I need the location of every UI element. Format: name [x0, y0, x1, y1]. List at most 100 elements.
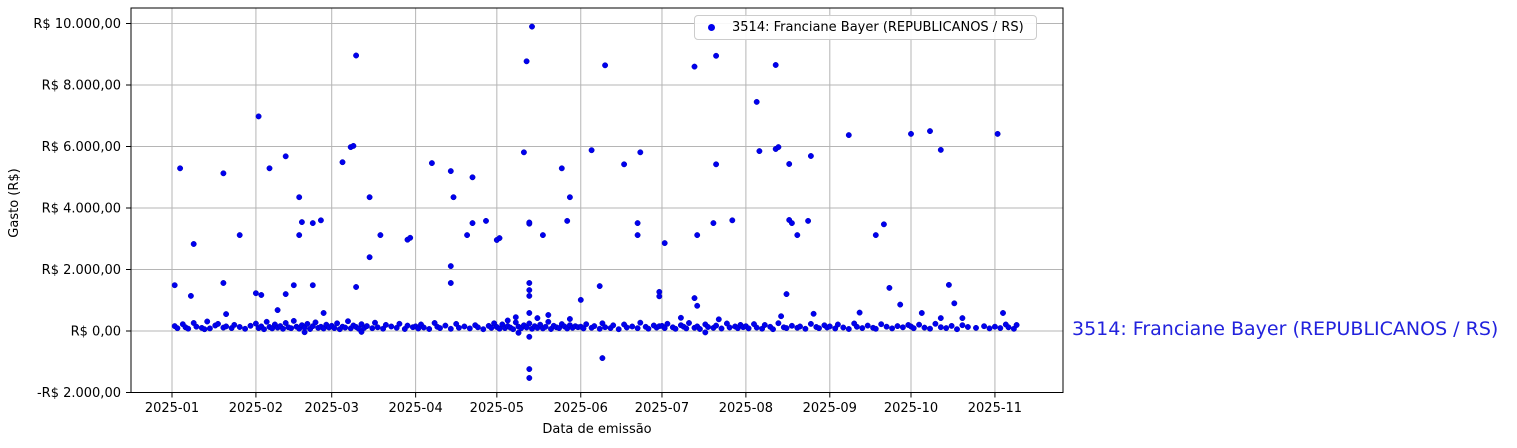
- y-tick-label: R$ 10.000,00: [33, 17, 121, 32]
- data-point: [201, 326, 208, 333]
- x-tick-label: 2025-02: [229, 401, 283, 416]
- data-point: [994, 130, 1001, 137]
- y-tick-label: R$ 6.000,00: [42, 140, 121, 155]
- data-point: [282, 320, 289, 326]
- data-point: [512, 319, 519, 326]
- data-point: [726, 324, 733, 331]
- data-point: [856, 309, 863, 316]
- data-point: [845, 132, 852, 139]
- data-point: [193, 323, 200, 330]
- data-point: [280, 325, 286, 332]
- data-point: [772, 62, 779, 68]
- data-point: [185, 325, 192, 332]
- data-point: [661, 325, 668, 332]
- data-point: [369, 325, 376, 332]
- data-point: [350, 142, 357, 149]
- data-point: [320, 310, 327, 316]
- data-point: [661, 240, 668, 247]
- data-point: [372, 319, 378, 326]
- data-point: [927, 128, 933, 135]
- data-point: [991, 323, 998, 330]
- data-point: [420, 324, 427, 331]
- x-tick-label: 2025-07: [635, 401, 689, 416]
- data-point: [261, 326, 267, 333]
- data-point: [770, 326, 776, 333]
- data-point: [374, 324, 381, 331]
- data-point: [894, 323, 901, 330]
- data-point: [190, 241, 197, 247]
- data-point: [339, 159, 346, 166]
- data-point: [317, 217, 324, 224]
- data-point: [171, 282, 178, 289]
- data-point: [396, 320, 403, 327]
- data-point: [377, 232, 384, 239]
- series-side-label[interactable]: 3514: Franciane Bayer (REPUBLICANOS / RS…: [1072, 318, 1499, 340]
- data-point: [545, 318, 552, 325]
- data-point: [510, 326, 517, 333]
- data-point: [469, 220, 476, 227]
- data-point: [878, 321, 885, 328]
- x-tick-label: 2025-05: [470, 401, 524, 416]
- data-point: [715, 316, 722, 323]
- data-point: [223, 323, 230, 330]
- data-point: [981, 323, 988, 330]
- data-point: [523, 324, 530, 331]
- data-point: [634, 325, 641, 332]
- data-point: [910, 325, 917, 332]
- data-point: [908, 130, 914, 137]
- data-point: [526, 219, 533, 226]
- data-point: [964, 324, 971, 330]
- data-point: [469, 174, 476, 181]
- data-point: [951, 300, 958, 307]
- data-point: [872, 232, 879, 239]
- data-point: [634, 232, 641, 239]
- data-point: [816, 325, 822, 332]
- data-point: [672, 325, 679, 332]
- data-point: [927, 325, 933, 332]
- data-point: [588, 147, 595, 154]
- x-tick-label: 2025-10: [884, 401, 938, 416]
- data-point: [382, 321, 389, 328]
- data-point: [713, 52, 720, 59]
- data-point: [296, 194, 303, 201]
- data-point: [539, 232, 546, 239]
- data-point: [363, 323, 370, 330]
- data-point: [331, 325, 338, 332]
- data-point: [937, 324, 944, 331]
- data-point: [621, 161, 628, 168]
- data-point: [312, 319, 319, 326]
- data-point: [529, 23, 535, 30]
- data-point: [710, 220, 717, 227]
- data-point: [954, 326, 960, 333]
- data-point: [258, 292, 265, 298]
- data-point: [853, 323, 860, 330]
- x-tick-label: 2025-08: [719, 401, 773, 416]
- data-point: [610, 322, 617, 329]
- data-point: [358, 328, 365, 335]
- data-point: [174, 325, 181, 332]
- data-point: [864, 322, 871, 329]
- data-point: [948, 322, 955, 329]
- data-point: [309, 282, 316, 289]
- data-point: [756, 148, 763, 155]
- data-point: [973, 324, 979, 331]
- data-point: [206, 325, 213, 332]
- data-point: [807, 153, 814, 159]
- data-point: [415, 325, 422, 332]
- data-point: [602, 324, 609, 331]
- data-point: [304, 320, 311, 327]
- data-point: [566, 316, 573, 322]
- data-point: [215, 320, 221, 327]
- data-point: [778, 313, 785, 320]
- data-point: [450, 194, 457, 201]
- data-point: [596, 283, 603, 290]
- data-point: [691, 295, 698, 302]
- data-point: [637, 149, 644, 156]
- data-point: [832, 325, 839, 332]
- x-tick-label: 2025-04: [388, 401, 442, 416]
- data-point: [342, 324, 349, 331]
- data-point: [242, 325, 249, 332]
- x-tick-label: 2025-09: [803, 401, 857, 416]
- data-point: [899, 324, 906, 331]
- data-point: [897, 301, 904, 308]
